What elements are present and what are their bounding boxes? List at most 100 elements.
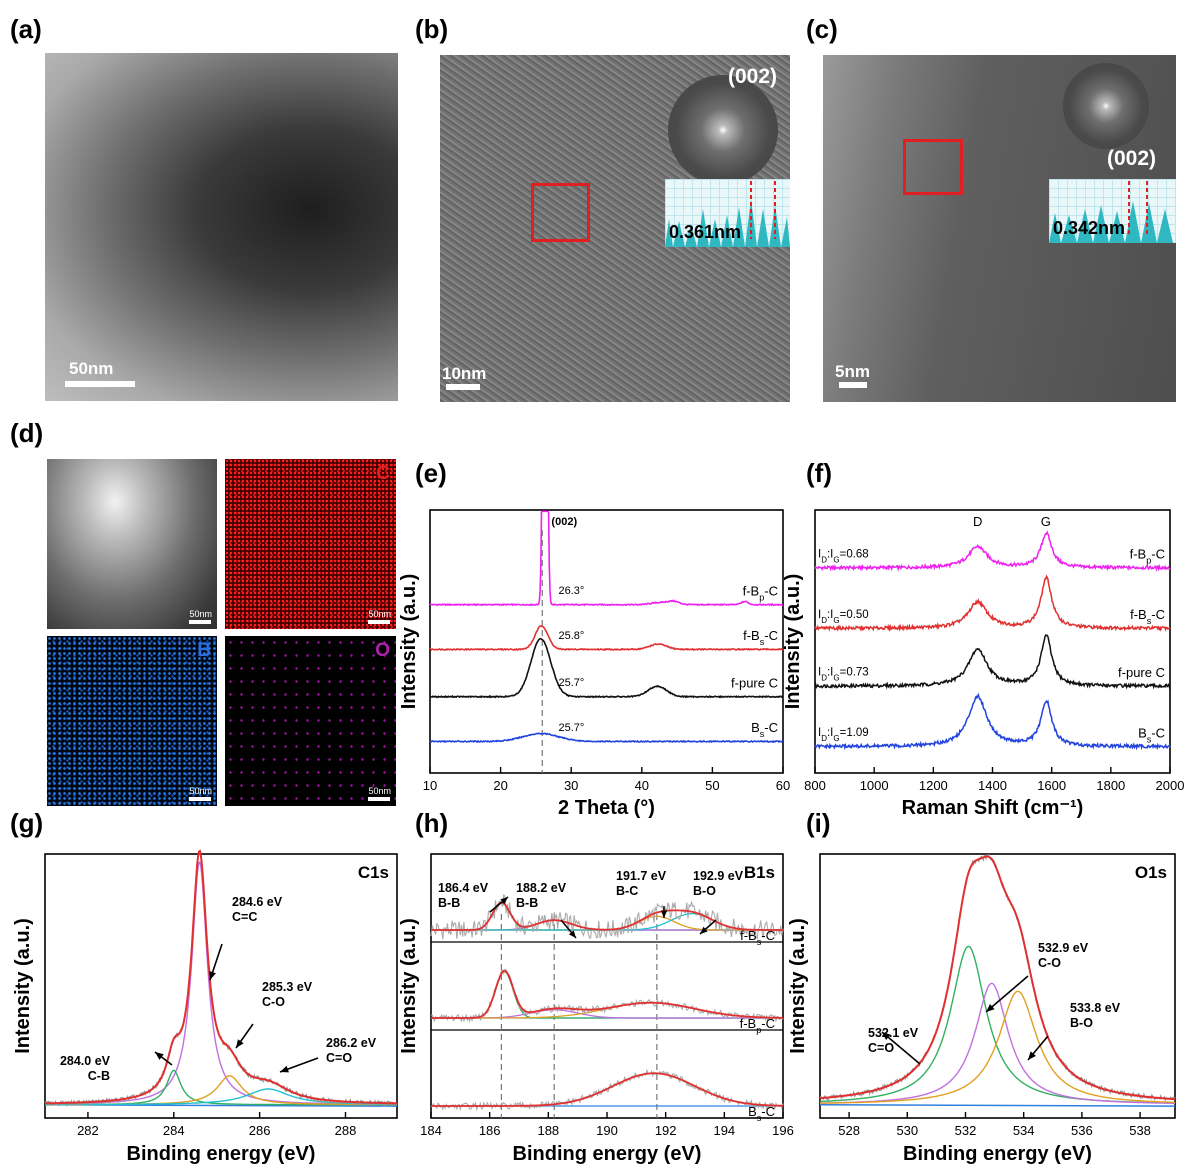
fft-inset: [668, 75, 778, 185]
series-label: Bs-C: [1138, 725, 1165, 744]
core-level-title: O1s: [1135, 863, 1167, 882]
spectrum-line-1: [814, 574, 1171, 633]
annotation-arrow-shaft: [985, 975, 1029, 1013]
series-label: f-Bp-C: [743, 583, 778, 602]
xps-b1s-chart: 184 186 188 190 192 194 196 Binding energy (eV)…: [398, 853, 794, 1165]
scale-bar: [368, 797, 390, 801]
xrd-chart: 10 20 30 40 50 60 2 Theta (°) Intensity (a.u.) 2…: [398, 509, 790, 819]
annotation-arrow-head: [209, 971, 216, 980]
series-label: f-pure C: [731, 676, 778, 691]
x-tick-label: 1600: [1037, 778, 1066, 793]
peak-assignment-label: C-O: [262, 995, 285, 1009]
x-tick-label: 536: [1071, 1123, 1093, 1138]
series-label: Bs-C: [751, 720, 778, 739]
annotation-arrow-head: [660, 910, 668, 918]
peak-energy-label: 284.6 eV: [232, 895, 283, 909]
peak-assignment-label: C=O: [868, 1041, 894, 1055]
peak-assignment-label: C=C: [232, 910, 257, 924]
scale-bar: [368, 620, 390, 624]
x-tick-label: 10: [423, 778, 437, 793]
annotation-arrow-head: [568, 930, 576, 938]
component-peak-1: [820, 982, 1175, 1104]
peak-energy-label: 532.9 eV: [1038, 941, 1089, 955]
plot-frame: [819, 853, 1176, 1119]
fft-inset: [1063, 63, 1149, 149]
eds-map-boron: B 50nm: [47, 636, 217, 806]
x-tick-label: 190: [596, 1123, 618, 1138]
xps-c1s-chart: 282 284 286 288 Binding energy (eV) Intensity…: [12, 849, 398, 1165]
annotation-arrow-head: [882, 1032, 891, 1041]
annotation-arrow-head: [1028, 1051, 1036, 1060]
series-label: f-Bp-C: [1130, 547, 1165, 566]
x-tick-label: 50: [705, 778, 719, 793]
raman-chart: 800 1000 1200 1400 1600 1800 2000 Raman Shift (…: [782, 509, 1184, 819]
x-tick-label: 188: [537, 1123, 559, 1138]
x-tick-label: 534: [1013, 1123, 1035, 1138]
fit-envelope-line: [431, 969, 783, 1019]
series-line-2: [429, 637, 784, 699]
x-axis-label: Binding energy (eV): [513, 1143, 702, 1165]
y-axis-label: Intensity (a.u.): [12, 918, 34, 1054]
intensity-ratio-label: ID:IG=1.09: [818, 727, 869, 743]
x-tick-label: 192: [655, 1123, 677, 1138]
raw-data-line: [430, 894, 784, 941]
fit-envelope-line: [819, 855, 1175, 1101]
panel-label-c: (c): [806, 14, 838, 44]
haadf-image: 50nm: [47, 459, 217, 629]
scale-bar: [839, 382, 867, 388]
panel-label-f: (f): [806, 458, 832, 488]
scale-bar: [65, 381, 135, 387]
hrtem-image-b: (002) 0.361nm 10nm: [440, 55, 790, 402]
x-tick-label: 282: [77, 1123, 99, 1138]
x-tick-label: 40: [635, 778, 649, 793]
hrtem-image-c: (002) 0.342nm 5nm: [823, 55, 1176, 402]
x-tick-label: 30: [564, 778, 578, 793]
scale-label: 50nm: [189, 609, 212, 619]
series-line-1: [429, 624, 784, 652]
x-tick-label: 184: [420, 1123, 442, 1138]
raw-data-line: [431, 969, 784, 1023]
eds-map-carbon: C 50nm: [225, 459, 396, 629]
panel-label-g: (g): [10, 808, 44, 838]
fit-envelope-line: [431, 901, 783, 931]
peak-energy-label: 188.2 eV: [516, 881, 567, 895]
peak-energy-label: 286.2 eV: [326, 1036, 377, 1050]
x-tick-label: 1400: [978, 778, 1007, 793]
peak-energy-label: 285.3 eV: [262, 980, 313, 994]
series-line-0: [429, 510, 784, 607]
lattice-profile-plot: [665, 181, 790, 247]
y-axis-label: Intensity (a.u.): [782, 574, 804, 710]
x-tick-label: 20: [493, 778, 507, 793]
spectrum-line-3: [814, 692, 1171, 751]
scale-label: 50nm: [189, 786, 212, 796]
peak-position-label: 26.3°: [558, 585, 584, 597]
peak-assignment-label: B-O: [693, 884, 716, 898]
intensity-ratio-label: ID:IG=0.73: [818, 667, 869, 683]
peak-assignment-label: C-B: [88, 1069, 110, 1083]
x-tick-label: 538: [1129, 1123, 1151, 1138]
peak-assignment-label: C=O: [326, 1051, 352, 1065]
fit-envelope-line: [431, 1072, 784, 1107]
x-tick-label: 530: [896, 1123, 918, 1138]
peak-energy-label: 533.8 eV: [1070, 1001, 1121, 1015]
lattice-spacing-label: 0.361nm: [669, 222, 742, 242]
selected-region-box: [903, 139, 963, 195]
peak-position-label: 25.8°: [558, 630, 584, 642]
raw-data-line: [819, 853, 1176, 1103]
peak-energy-label: 532.1 eV: [868, 1026, 919, 1040]
scale-label: 50nm: [368, 786, 391, 796]
band-label: G: [1041, 514, 1051, 529]
x-tick-label: 288: [335, 1123, 357, 1138]
component-peak-2: [819, 990, 1176, 1104]
series-label: f-Bs-C: [740, 928, 775, 947]
intensity-ratio-label: ID:IG=0.68: [818, 548, 869, 564]
peak-annotation: (002): [551, 516, 577, 528]
scale-label: 50nm: [368, 609, 391, 619]
y-axis-label: Intensity (a.u.): [787, 918, 809, 1054]
component-peak-0: [431, 971, 783, 1019]
peak-energy-label: 191.7 eV: [616, 869, 667, 883]
x-tick-label: 532: [955, 1123, 977, 1138]
x-tick-label: 528: [838, 1123, 860, 1138]
peak-assignment-label: B-C: [616, 884, 638, 898]
panel-label-d: (d): [10, 418, 44, 448]
